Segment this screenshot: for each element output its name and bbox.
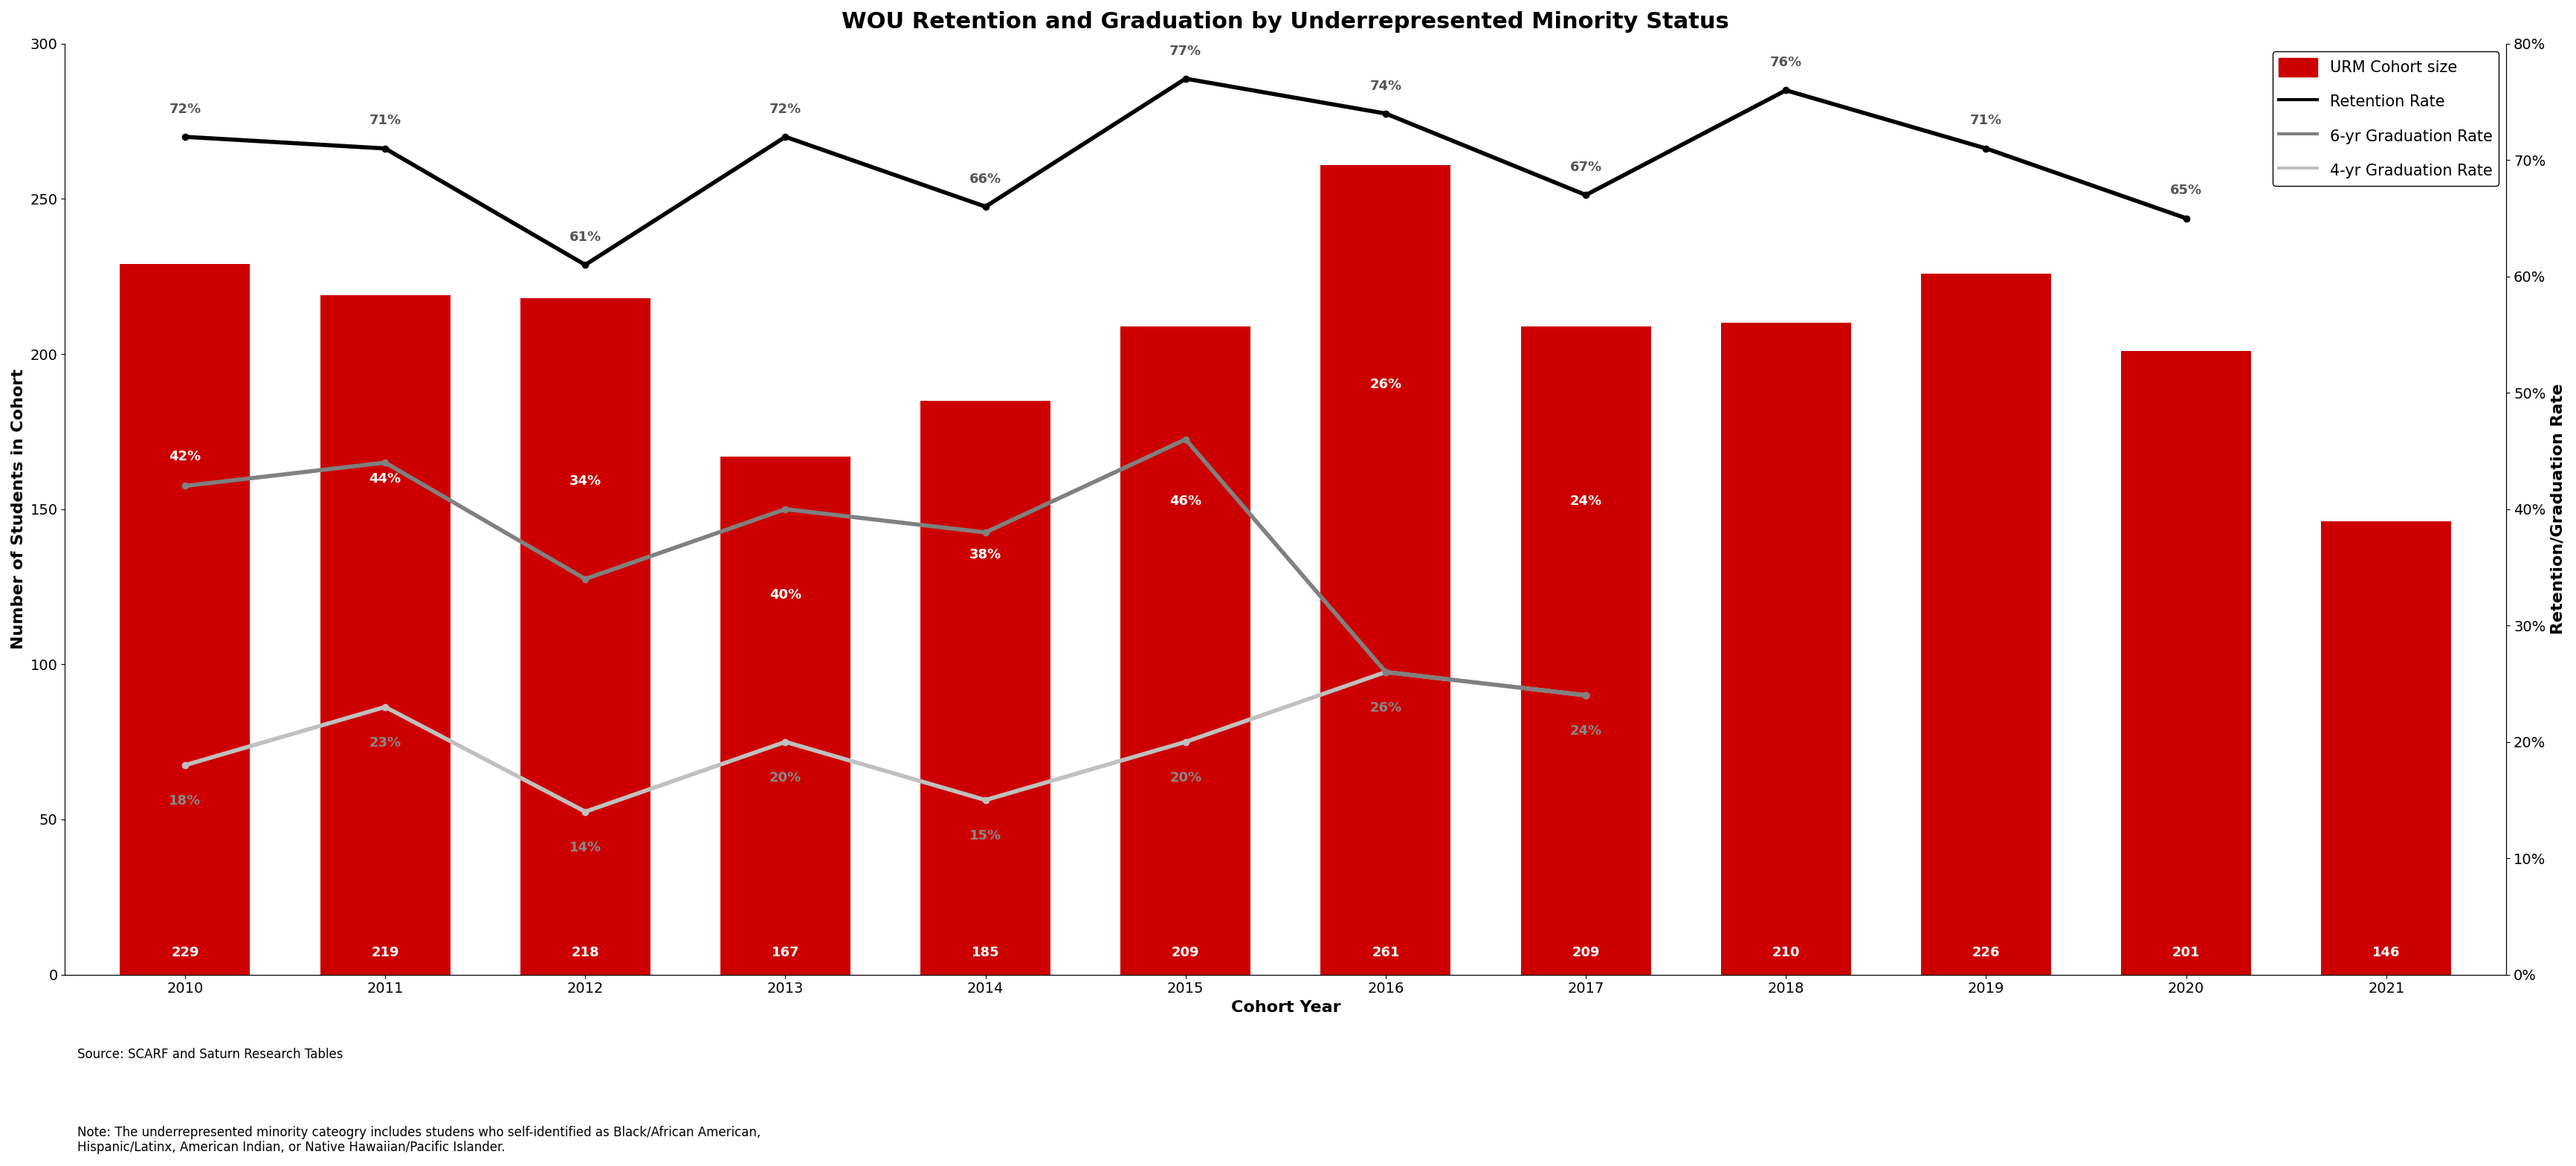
Text: 20%: 20% xyxy=(770,771,801,785)
Text: 24%: 24% xyxy=(1569,724,1602,738)
Text: 77%: 77% xyxy=(1170,44,1200,57)
Text: 14%: 14% xyxy=(569,841,600,855)
Y-axis label: Retention/Graduation Rate: Retention/Graduation Rate xyxy=(2550,384,2566,634)
Text: 201: 201 xyxy=(2172,946,2200,960)
Text: 71%: 71% xyxy=(368,114,402,127)
Text: 24%: 24% xyxy=(1569,494,1602,507)
Bar xyxy=(1321,164,1450,975)
Text: Note: The underrepresented minority cateogry includes studens who self-identifie: Note: The underrepresented minority cate… xyxy=(77,1125,760,1154)
Bar xyxy=(520,298,649,975)
Text: 66%: 66% xyxy=(969,173,1002,185)
Text: 72%: 72% xyxy=(770,103,801,115)
Text: 26%: 26% xyxy=(1370,701,1401,715)
Text: 167: 167 xyxy=(770,946,799,960)
Text: 26%: 26% xyxy=(1370,378,1401,392)
Title: WOU Retention and Graduation by Underrepresented Minority Status: WOU Retention and Graduation by Underrep… xyxy=(842,12,1728,33)
Text: 226: 226 xyxy=(1973,946,1999,960)
X-axis label: Cohort Year: Cohort Year xyxy=(1231,1000,1340,1014)
Text: 67%: 67% xyxy=(1569,161,1602,174)
Bar xyxy=(1721,323,1852,975)
Legend: URM Cohort size, Retention Rate, 6-yr Graduation Rate, 4-yr Graduation Rate: URM Cohort size, Retention Rate, 6-yr Gr… xyxy=(2272,51,2499,185)
Text: 40%: 40% xyxy=(770,588,801,602)
Bar xyxy=(319,295,451,975)
Text: 71%: 71% xyxy=(1971,114,2002,127)
Text: 20%: 20% xyxy=(1170,771,1200,785)
Text: Source: SCARF and Saturn Research Tables: Source: SCARF and Saturn Research Tables xyxy=(77,1048,343,1061)
Text: 229: 229 xyxy=(170,946,198,960)
Text: 61%: 61% xyxy=(569,231,600,244)
Text: 38%: 38% xyxy=(969,548,1002,561)
Bar xyxy=(1121,326,1252,975)
Text: 46%: 46% xyxy=(1170,494,1200,507)
Text: 185: 185 xyxy=(971,946,999,960)
Text: 34%: 34% xyxy=(569,475,600,487)
Text: 219: 219 xyxy=(371,946,399,960)
Text: 15%: 15% xyxy=(969,829,1002,843)
Text: 44%: 44% xyxy=(368,472,402,485)
Text: 74%: 74% xyxy=(1370,79,1401,92)
Text: 72%: 72% xyxy=(170,103,201,115)
Bar xyxy=(721,456,850,975)
Text: 209: 209 xyxy=(1571,946,1600,960)
Bar xyxy=(121,264,250,975)
Y-axis label: Number of Students in Cohort: Number of Students in Cohort xyxy=(10,368,26,649)
Text: 65%: 65% xyxy=(2169,184,2202,197)
Text: 42%: 42% xyxy=(170,450,201,463)
Text: 209: 209 xyxy=(1172,946,1200,960)
Bar xyxy=(1520,326,1651,975)
Text: 18%: 18% xyxy=(170,794,201,808)
Text: 23%: 23% xyxy=(368,736,402,750)
Text: 76%: 76% xyxy=(1770,56,1803,69)
Bar xyxy=(1922,273,2050,975)
Text: 210: 210 xyxy=(1772,946,1801,960)
Bar xyxy=(2120,351,2251,975)
Text: 261: 261 xyxy=(1373,946,1399,960)
Bar xyxy=(920,401,1051,975)
Bar xyxy=(2321,521,2452,975)
Text: 218: 218 xyxy=(572,946,600,960)
Text: 146: 146 xyxy=(2372,946,2401,960)
